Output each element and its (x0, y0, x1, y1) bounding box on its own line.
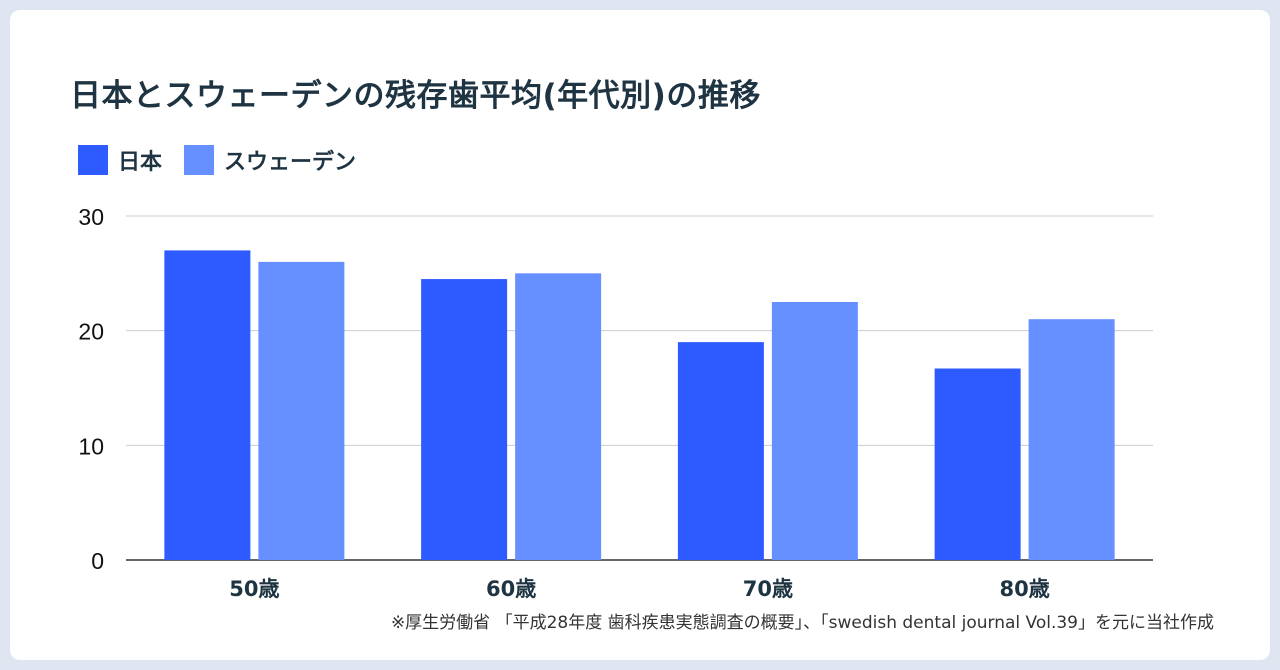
legend-swatch-sweden (184, 145, 215, 175)
bar-sweden-0 (258, 261, 345, 560)
chart-title: 日本とスウェーデンの残存歯平均(年代別)の推移 (70, 78, 761, 114)
bar-chart: 0 10 20 30 50歳 60歳 70歳 80歳 (78, 204, 1153, 601)
bar-sweden-1 (515, 273, 602, 560)
legend-label-japan: 日本 (118, 150, 163, 175)
bar-sweden-2 (771, 302, 858, 560)
bars (164, 250, 1115, 560)
source-note: ※厚生労働省 「平成28年度 歯科疾患実態調査の概要」、「swedish den… (390, 613, 1214, 633)
bar-japan-1 (421, 279, 508, 560)
y-tick-label: 30 (78, 204, 104, 230)
legend-label-sweden: スウェーデン (224, 150, 357, 175)
bar-sweden-3 (1028, 319, 1115, 560)
chart-legend: 日本 スウェーデン (78, 144, 378, 176)
y-tick-label: 10 (78, 433, 104, 459)
x-tick-label: 80歳 (1000, 577, 1050, 601)
bar-japan-0 (164, 250, 251, 560)
x-tick-label: 70歳 (743, 577, 793, 601)
legend-item-japan: 日本 (78, 144, 162, 176)
y-tick-label: 20 (78, 319, 104, 345)
axis: 0 10 20 30 50歳 60歳 70歳 80歳 (78, 204, 1049, 601)
x-tick-label: 50歳 (229, 577, 279, 601)
x-tick-label: 60歳 (486, 577, 536, 601)
legend-item-sweden: スウェーデン (184, 144, 356, 176)
bar-japan-3 (934, 368, 1021, 560)
y-tick-label: 0 (91, 548, 104, 574)
chart-card: 日本とスウェーデンの残存歯平均(年代別)の推移 日本 スウェーデン 0 10 20 3… (10, 10, 1270, 660)
bar-japan-2 (677, 342, 764, 560)
legend-swatch-japan (78, 145, 108, 175)
